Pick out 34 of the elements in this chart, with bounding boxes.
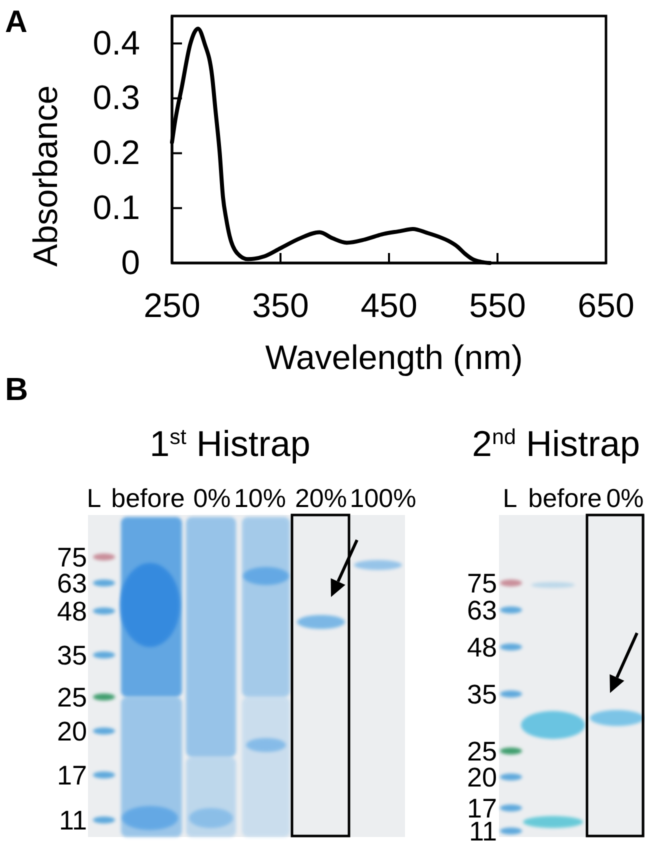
y-axis-title: Absorbance [27,85,65,267]
y-tick-label: 0.2 [92,134,140,172]
category-label: 11 [468,816,497,846]
x-axis-title: Wavelength (nm) [265,339,523,377]
category-label: 17 [56,760,87,791]
text: B [5,371,28,407]
category-label: 48 [466,632,497,663]
y-tick-label: 0.4 [92,24,140,62]
text: 1$^{st}$ Histrap [150,423,310,464]
category-label: before [111,483,185,513]
text: 2$^{nd}$ Histrap [472,423,640,464]
y-tick-label: 0.1 [92,188,140,227]
category-label: 20 [56,716,87,747]
category-label: L [86,483,102,513]
category-label: 0% [193,483,231,513]
text: A [5,4,28,39]
x-tick-label: 350 [252,287,309,326]
x-tick-label: 550 [469,287,526,326]
category-label: L [502,483,518,513]
y-tick-label: 0 [121,244,140,282]
category-label: 11 [58,806,87,836]
category-label: 35 [56,640,87,671]
category-label: before [528,483,602,513]
x-tick-label: 250 [144,287,200,326]
category-label: 35 [466,680,497,710]
y-tick-label: 0.3 [92,79,140,118]
category-label: 100% [350,483,416,513]
category-label: 48 [56,596,87,627]
x-tick-label: 650 [578,287,634,326]
category-label: 25 [56,682,87,713]
category-label: 20% [294,483,348,513]
category-label: 0% [606,483,644,513]
x-tick-label: 450 [360,287,418,326]
category-label: 10% [234,483,286,513]
